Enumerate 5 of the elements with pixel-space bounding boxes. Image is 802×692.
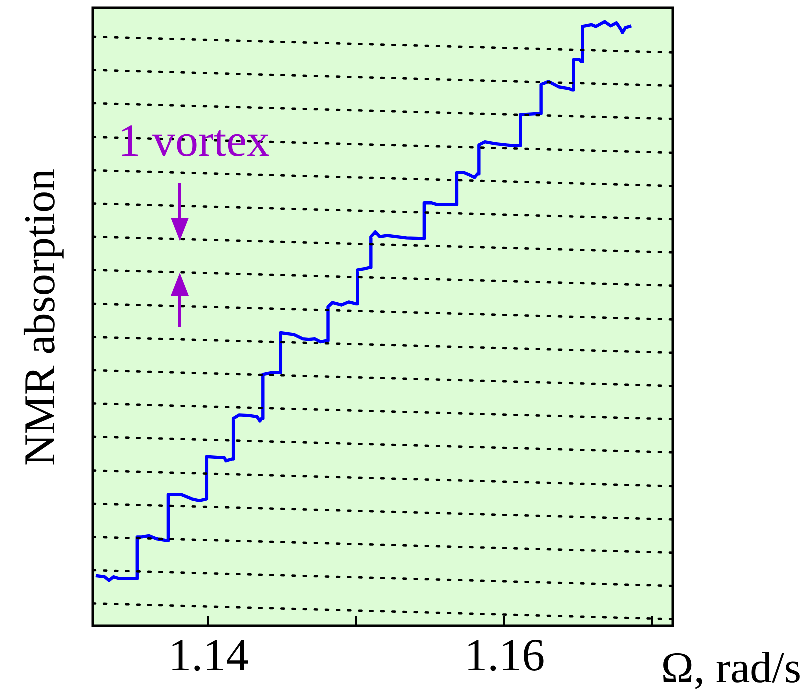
annotation: 1 vortex [118,115,270,166]
x-tick-label: 1.16 [464,630,546,680]
x-tick-label: 1.14 [168,630,250,680]
x-axis-title: Ω, rad/s [661,644,802,692]
y-axis-title: NMR absorption [16,169,64,466]
